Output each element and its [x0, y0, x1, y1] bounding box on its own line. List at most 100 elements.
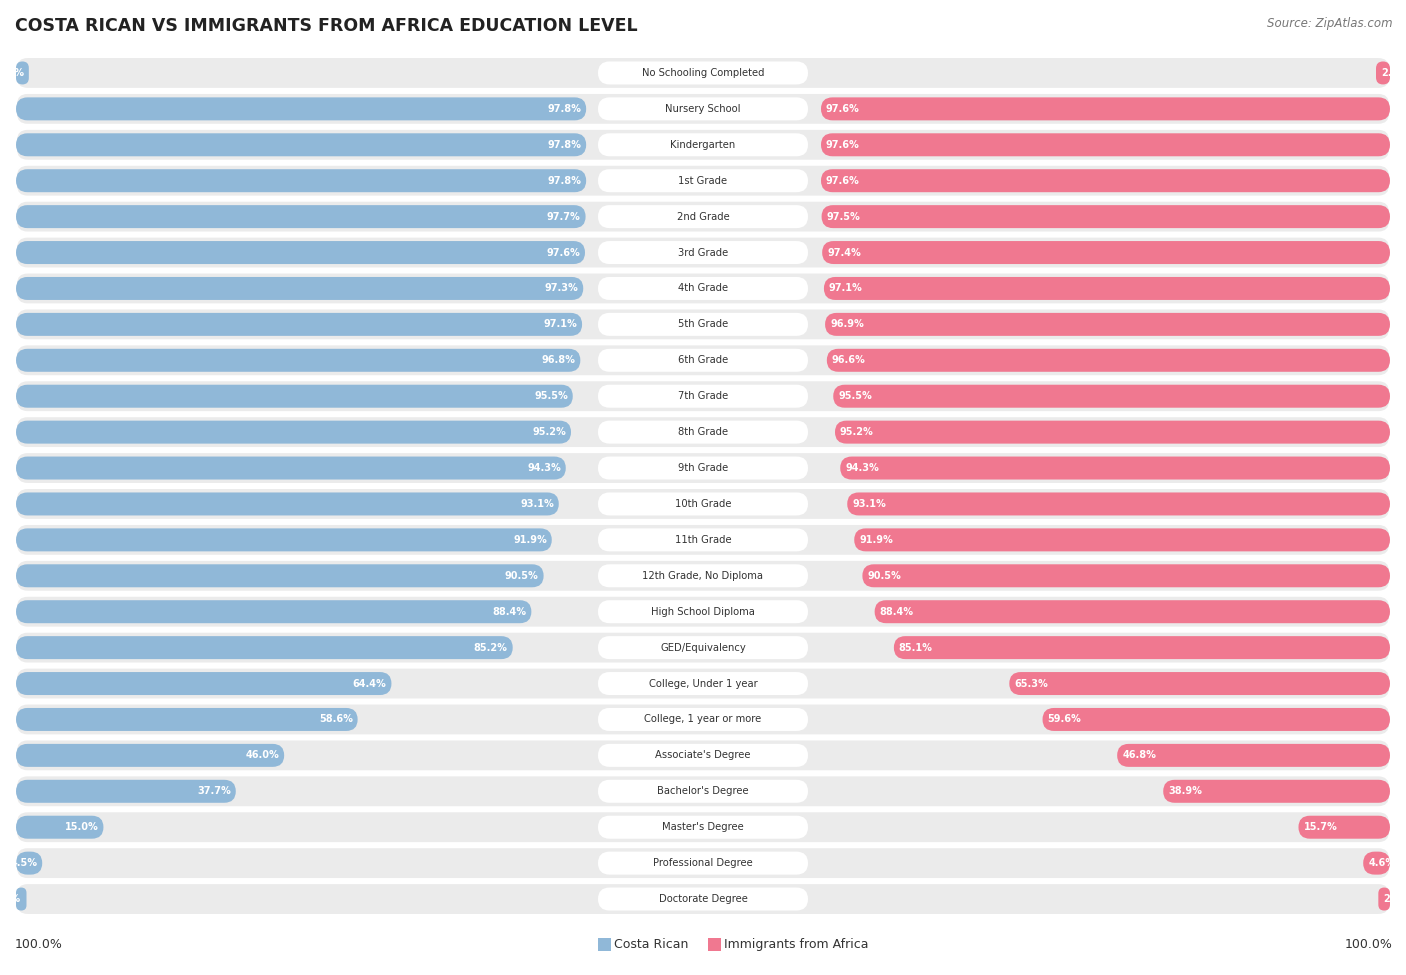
- FancyBboxPatch shape: [15, 560, 1391, 592]
- Text: 97.8%: 97.8%: [547, 139, 581, 150]
- Text: High School Diploma: High School Diploma: [651, 606, 755, 617]
- FancyBboxPatch shape: [15, 565, 544, 587]
- Text: Nursery School: Nursery School: [665, 104, 741, 114]
- Text: 11th Grade: 11th Grade: [675, 535, 731, 545]
- FancyBboxPatch shape: [15, 61, 30, 85]
- Text: 38.9%: 38.9%: [1168, 786, 1202, 797]
- FancyBboxPatch shape: [15, 272, 1391, 304]
- Text: 2.0%: 2.0%: [1384, 894, 1406, 904]
- Text: 9th Grade: 9th Grade: [678, 463, 728, 473]
- Text: 1st Grade: 1st Grade: [679, 176, 727, 185]
- Text: 4.5%: 4.5%: [10, 858, 37, 868]
- FancyBboxPatch shape: [598, 313, 808, 335]
- Text: 8th Grade: 8th Grade: [678, 427, 728, 437]
- FancyBboxPatch shape: [835, 420, 1391, 444]
- Text: Bachelor's Degree: Bachelor's Degree: [657, 786, 749, 797]
- FancyBboxPatch shape: [821, 170, 1391, 192]
- FancyBboxPatch shape: [834, 385, 1391, 408]
- FancyBboxPatch shape: [1364, 851, 1391, 875]
- Text: 97.1%: 97.1%: [830, 284, 863, 293]
- FancyBboxPatch shape: [825, 313, 1391, 335]
- FancyBboxPatch shape: [15, 851, 42, 875]
- Text: 4.6%: 4.6%: [1368, 858, 1395, 868]
- Text: 95.2%: 95.2%: [533, 427, 567, 437]
- FancyBboxPatch shape: [598, 170, 808, 192]
- Text: GED/Equivalency: GED/Equivalency: [661, 643, 745, 652]
- FancyBboxPatch shape: [15, 668, 1391, 699]
- FancyBboxPatch shape: [15, 816, 104, 838]
- FancyBboxPatch shape: [15, 452, 1391, 484]
- FancyBboxPatch shape: [15, 385, 572, 408]
- FancyBboxPatch shape: [598, 636, 808, 659]
- FancyBboxPatch shape: [598, 420, 808, 444]
- Text: 93.1%: 93.1%: [520, 499, 554, 509]
- FancyBboxPatch shape: [598, 456, 808, 480]
- FancyBboxPatch shape: [15, 524, 1391, 556]
- FancyBboxPatch shape: [1042, 708, 1391, 731]
- Text: 88.4%: 88.4%: [492, 606, 526, 617]
- Text: 97.3%: 97.3%: [544, 284, 578, 293]
- Text: 15.7%: 15.7%: [1303, 822, 1337, 833]
- Text: 88.4%: 88.4%: [880, 606, 914, 617]
- FancyBboxPatch shape: [15, 165, 1391, 197]
- FancyBboxPatch shape: [598, 816, 808, 838]
- Text: 3rd Grade: 3rd Grade: [678, 248, 728, 257]
- FancyBboxPatch shape: [598, 528, 808, 552]
- FancyBboxPatch shape: [598, 277, 808, 300]
- FancyBboxPatch shape: [598, 205, 808, 228]
- Text: College, Under 1 year: College, Under 1 year: [648, 679, 758, 688]
- Text: Source: ZipAtlas.com: Source: ZipAtlas.com: [1267, 17, 1393, 30]
- FancyBboxPatch shape: [1378, 887, 1391, 911]
- FancyBboxPatch shape: [15, 528, 551, 552]
- Text: 1.8%: 1.8%: [0, 894, 21, 904]
- Text: 5th Grade: 5th Grade: [678, 320, 728, 330]
- FancyBboxPatch shape: [598, 851, 808, 875]
- Text: 97.6%: 97.6%: [825, 176, 859, 185]
- Text: 85.2%: 85.2%: [474, 643, 508, 652]
- FancyBboxPatch shape: [598, 134, 808, 156]
- FancyBboxPatch shape: [875, 601, 1391, 623]
- Text: 2.2%: 2.2%: [0, 68, 24, 78]
- FancyBboxPatch shape: [15, 201, 1391, 233]
- FancyBboxPatch shape: [823, 241, 1391, 264]
- Text: 12th Grade, No Diploma: 12th Grade, No Diploma: [643, 570, 763, 581]
- FancyBboxPatch shape: [855, 528, 1391, 552]
- FancyBboxPatch shape: [821, 98, 1391, 120]
- FancyBboxPatch shape: [598, 98, 808, 120]
- FancyBboxPatch shape: [15, 488, 1391, 520]
- FancyBboxPatch shape: [15, 887, 27, 911]
- Text: No Schooling Completed: No Schooling Completed: [641, 68, 765, 78]
- Text: 2nd Grade: 2nd Grade: [676, 212, 730, 221]
- Text: 95.5%: 95.5%: [838, 391, 872, 401]
- FancyBboxPatch shape: [598, 601, 808, 623]
- Text: 90.5%: 90.5%: [505, 570, 538, 581]
- FancyBboxPatch shape: [824, 277, 1391, 300]
- FancyBboxPatch shape: [827, 349, 1391, 371]
- FancyBboxPatch shape: [15, 811, 1391, 843]
- FancyBboxPatch shape: [15, 57, 1391, 89]
- Text: 97.5%: 97.5%: [827, 212, 860, 221]
- Text: 97.6%: 97.6%: [825, 139, 859, 150]
- Text: 100.0%: 100.0%: [15, 938, 63, 951]
- FancyBboxPatch shape: [15, 708, 357, 731]
- Text: 91.9%: 91.9%: [513, 535, 547, 545]
- Text: 96.9%: 96.9%: [830, 320, 863, 330]
- Text: 90.5%: 90.5%: [868, 570, 901, 581]
- Text: 95.2%: 95.2%: [839, 427, 873, 437]
- Text: Costa Rican: Costa Rican: [614, 938, 689, 951]
- Text: 85.1%: 85.1%: [898, 643, 932, 652]
- FancyBboxPatch shape: [894, 636, 1391, 659]
- FancyBboxPatch shape: [15, 780, 236, 802]
- FancyBboxPatch shape: [15, 277, 583, 300]
- Text: 10th Grade: 10th Grade: [675, 499, 731, 509]
- FancyBboxPatch shape: [15, 416, 1391, 448]
- FancyBboxPatch shape: [15, 775, 1391, 807]
- FancyBboxPatch shape: [841, 456, 1391, 480]
- FancyBboxPatch shape: [598, 61, 808, 85]
- Text: 15.0%: 15.0%: [65, 822, 98, 833]
- FancyBboxPatch shape: [15, 344, 1391, 376]
- FancyBboxPatch shape: [15, 456, 565, 480]
- FancyBboxPatch shape: [15, 636, 513, 659]
- FancyBboxPatch shape: [15, 98, 586, 120]
- Text: 94.3%: 94.3%: [527, 463, 561, 473]
